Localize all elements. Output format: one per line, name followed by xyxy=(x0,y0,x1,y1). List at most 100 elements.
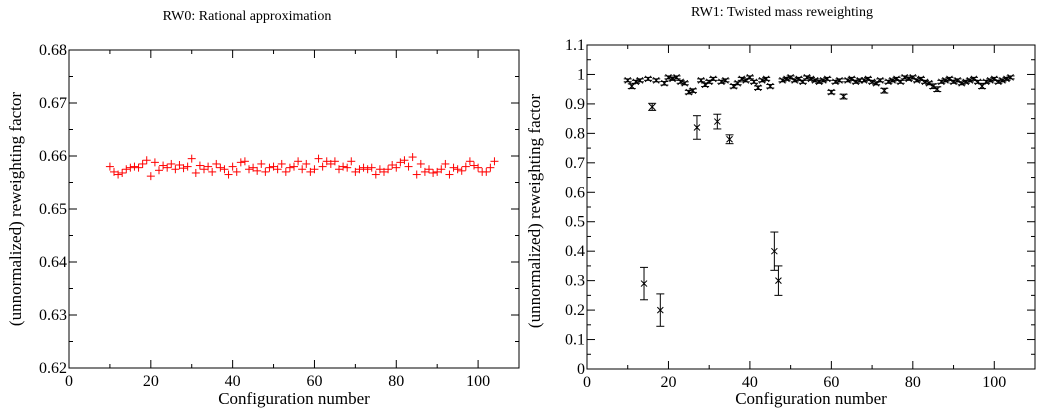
data-point xyxy=(827,88,836,96)
data-point xyxy=(1002,75,1011,83)
data-point xyxy=(831,78,840,86)
y-tick-label: 0.7 xyxy=(565,155,585,172)
data-point xyxy=(314,154,323,163)
data-point xyxy=(245,165,253,174)
data-point xyxy=(957,79,966,87)
data-point xyxy=(306,167,315,176)
data-point xyxy=(786,74,795,81)
data-point xyxy=(701,81,710,89)
data-point xyxy=(876,76,885,84)
data-point xyxy=(896,78,905,86)
data-point xyxy=(945,75,954,83)
y-tick-label: 0.9 xyxy=(565,96,585,113)
chart-rw1: RW1: Twisted mass reweighting 0 20 40 60 80 1… xyxy=(525,5,1036,408)
data-point xyxy=(220,165,229,174)
chart-title-rw0: RW0: Rational approximation xyxy=(163,9,332,24)
data-point xyxy=(660,79,669,87)
data-point xyxy=(470,161,478,170)
data-point xyxy=(224,170,233,179)
data-point xyxy=(465,157,474,166)
data-point xyxy=(138,159,147,168)
data-point xyxy=(232,167,241,176)
data-point xyxy=(441,159,450,168)
data-point xyxy=(774,265,783,296)
x-tick-label: 80 xyxy=(388,373,404,390)
data-point xyxy=(998,76,1007,84)
plot-frame-rw1 xyxy=(586,44,1036,370)
y-tick-label: 1 xyxy=(577,66,585,83)
data-point xyxy=(163,163,172,172)
data-points-rw1 xyxy=(623,74,1015,327)
data-point xyxy=(973,78,982,86)
data-point xyxy=(994,78,1003,86)
data-point xyxy=(416,159,425,168)
chart-title-rw1: RW1: Twisted mass reweighting xyxy=(691,5,873,20)
data-point xyxy=(929,82,938,90)
x-tick-label: 40 xyxy=(742,374,758,391)
data-point xyxy=(737,75,746,83)
data-point xyxy=(433,167,442,176)
data-point xyxy=(322,157,331,166)
data-point xyxy=(482,167,491,176)
x-axis-label-rw1: Configuration number xyxy=(735,389,887,408)
x-ticks-rw1: 0 20 40 60 80 100 xyxy=(583,45,1036,391)
y-tick-label: 0.1 xyxy=(565,332,585,349)
data-point xyxy=(490,157,499,166)
data-point xyxy=(249,163,258,172)
y-tick-label: 0 xyxy=(577,361,585,378)
data-point xyxy=(277,159,286,168)
y-tick-label: 0.66 xyxy=(39,148,67,165)
data-point xyxy=(150,158,159,167)
data-point xyxy=(228,162,237,171)
data-point xyxy=(392,163,401,172)
data-point xyxy=(122,165,131,174)
y-tick-label: 0.63 xyxy=(39,307,67,324)
data-point xyxy=(811,76,820,84)
data-point xyxy=(404,162,413,171)
data-point xyxy=(745,74,754,81)
data-point xyxy=(697,76,706,84)
data-point xyxy=(253,166,262,175)
data-point xyxy=(802,74,811,81)
data-point xyxy=(273,165,282,174)
y-tick-label: 0.6 xyxy=(565,184,585,201)
data-point xyxy=(355,165,364,174)
data-point xyxy=(790,76,799,84)
data-point xyxy=(437,165,446,174)
data-point xyxy=(212,159,221,168)
data-point xyxy=(888,76,897,84)
data-point xyxy=(380,167,388,176)
y-tick-label: 0.3 xyxy=(565,273,585,290)
y-ticks-rw1: 0 0.1 0.2 0.3 0.4 0.5 0.6 0.7 0.8 0.9 1 1.1 xyxy=(565,37,1035,378)
data-point xyxy=(204,162,213,171)
data-point xyxy=(187,154,196,163)
x-tick-label: 100 xyxy=(982,374,1006,391)
data-point xyxy=(965,76,974,84)
data-point xyxy=(953,76,962,84)
data-point xyxy=(941,76,950,84)
data-point xyxy=(339,162,348,171)
data-point xyxy=(807,75,815,83)
data-point xyxy=(453,165,462,174)
data-point xyxy=(859,76,868,84)
data-point xyxy=(359,163,368,172)
data-point xyxy=(729,82,738,90)
y-axis-label-rw1: (unnormalized) reweighting factor xyxy=(525,94,544,328)
data-point xyxy=(142,156,151,165)
data-point xyxy=(770,231,779,271)
data-point xyxy=(880,87,889,95)
data-point xyxy=(384,165,393,174)
data-point xyxy=(118,168,127,177)
data-point xyxy=(351,167,360,176)
data-point xyxy=(265,163,274,172)
data-point xyxy=(363,165,372,174)
data-point xyxy=(457,166,466,175)
data-point xyxy=(285,163,294,172)
data-point xyxy=(766,82,775,90)
data-point xyxy=(733,79,742,87)
y-ticks-rw0: 0.62 0.63 0.64 0.65 0.66 0.67 0.68 xyxy=(39,42,519,377)
data-point xyxy=(672,74,681,81)
data-point xyxy=(110,167,118,176)
data-point xyxy=(664,74,673,81)
